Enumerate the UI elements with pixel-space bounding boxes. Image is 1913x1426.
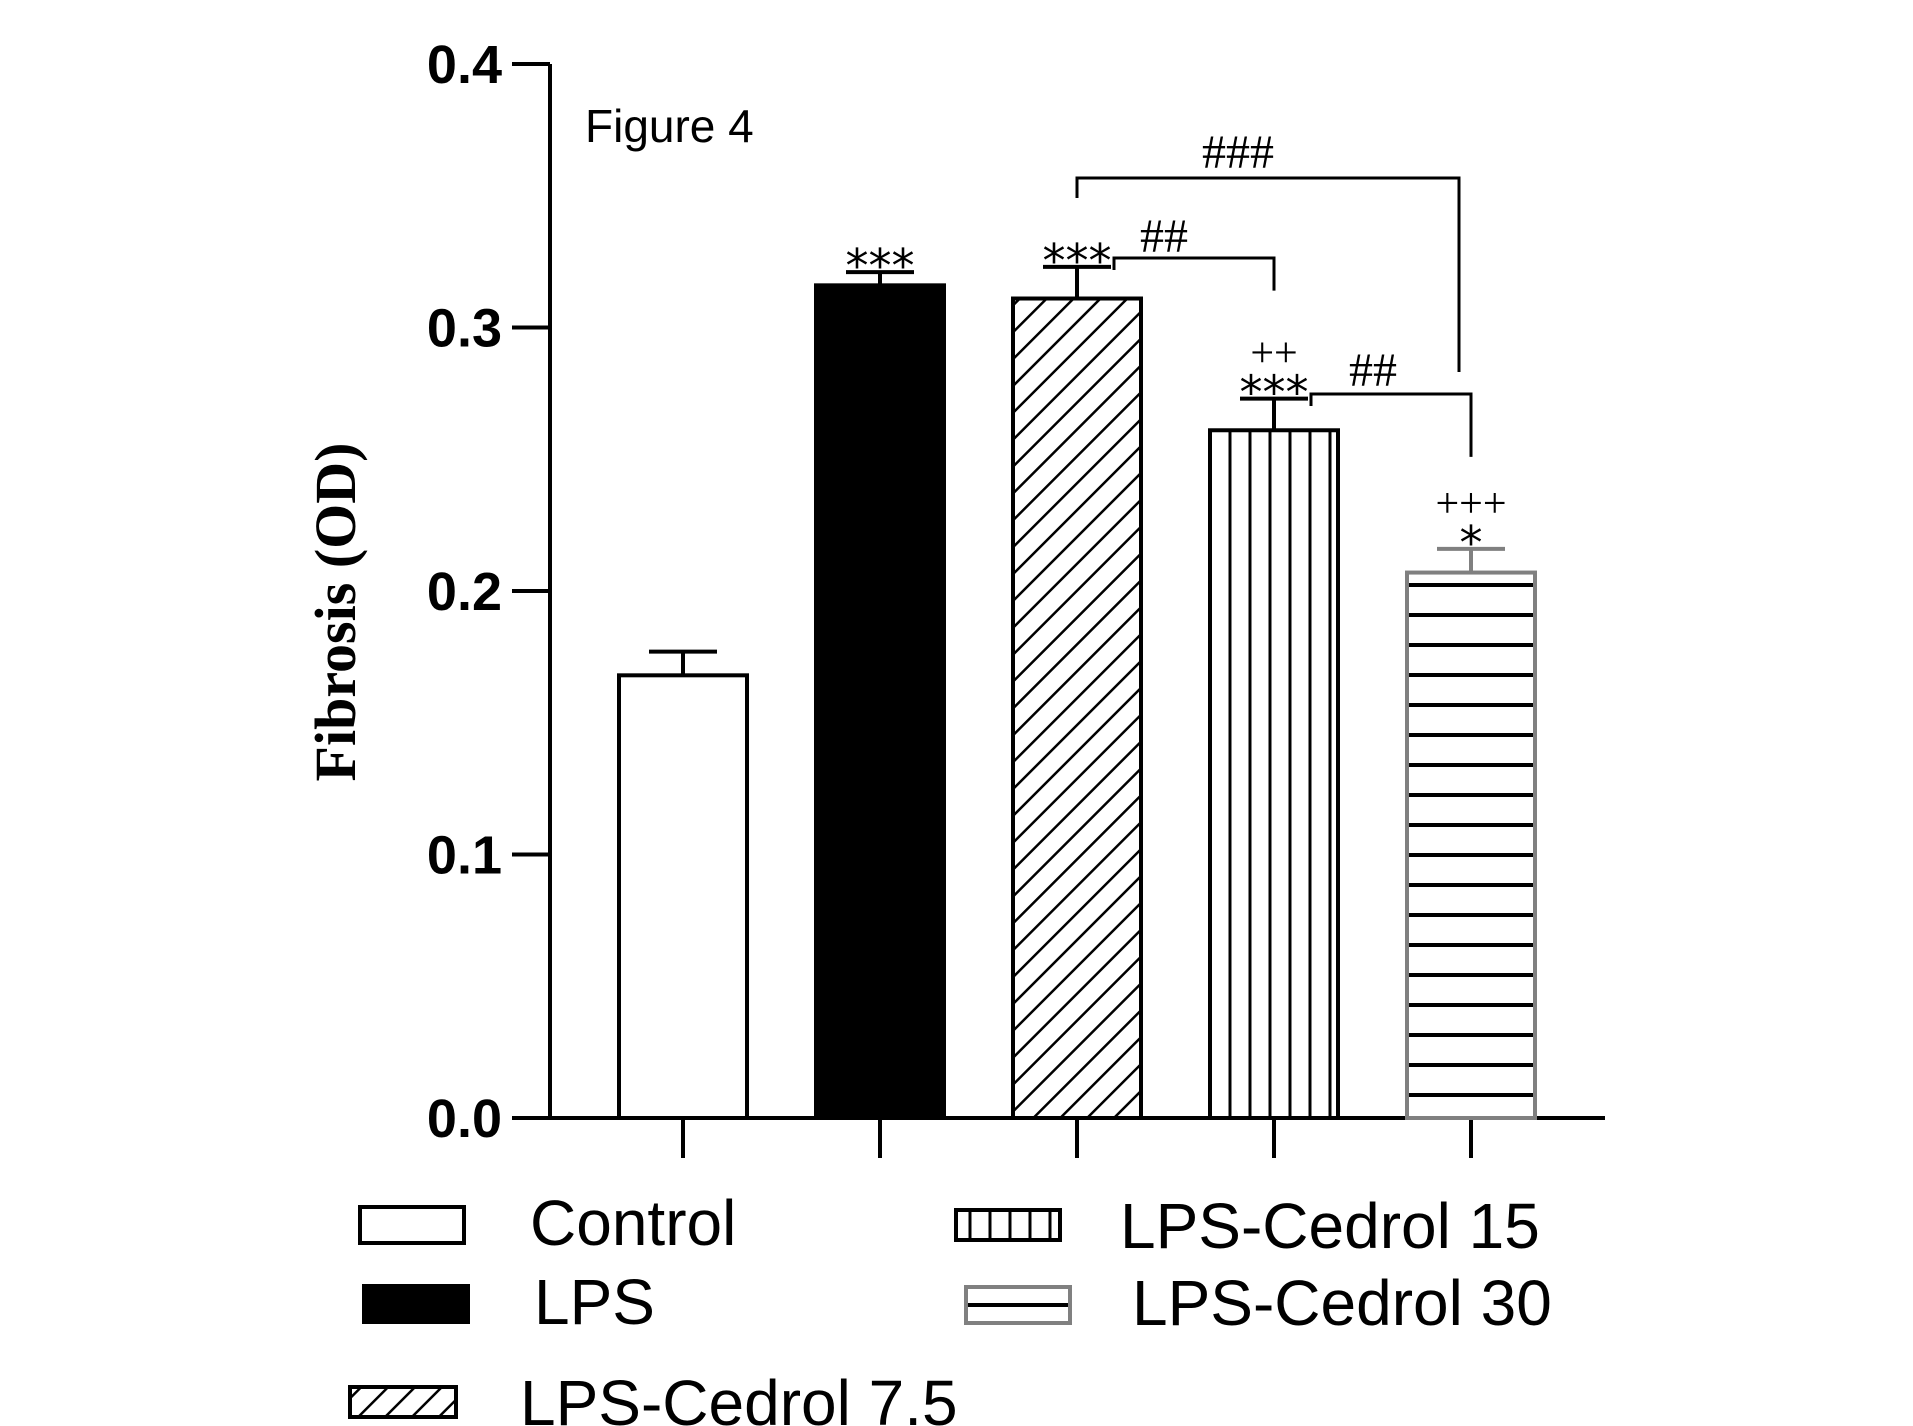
bars xyxy=(617,283,1537,1120)
significance-stars-5: * xyxy=(1460,516,1483,570)
significance-marks: *** ******++*+++ xyxy=(846,234,1507,570)
y-axis-label: Fibrosis (OD) xyxy=(303,443,368,782)
legend-label-4: LPS-Cedrol 15 xyxy=(1120,1190,1540,1262)
bracket-1-label: ## xyxy=(1140,210,1188,263)
significance-stars-3: *** xyxy=(1043,234,1112,288)
legend-label-3: LPS-Cedrol 7.5 xyxy=(520,1367,958,1426)
y-tick-label-3: 0.3 xyxy=(427,299,502,359)
y-tick-label-4: 0.4 xyxy=(427,35,502,95)
y-tick-label-0: 0.0 xyxy=(427,1089,502,1149)
bar-5 xyxy=(1405,570,1537,1120)
y-ticks: 0.0 0.1 0.2 0.3 0.4 xyxy=(427,35,550,1149)
legend-label-2: LPS xyxy=(534,1266,655,1338)
chart-title: Figure 4 xyxy=(585,100,754,152)
bracket-2-label: ## xyxy=(1349,344,1397,397)
bracket-3 xyxy=(1075,176,1461,372)
significance-stars-4: *** xyxy=(1240,366,1309,420)
legend-swatch-2 xyxy=(362,1284,470,1324)
legend-swatch-5 xyxy=(964,1285,1072,1325)
legend-label-1: Control xyxy=(530,1187,736,1259)
bar-4 xyxy=(1208,428,1340,1120)
y-tick-label-1: 0.1 xyxy=(427,826,502,886)
bar-3 xyxy=(1011,296,1143,1120)
bracket-3-label: ### xyxy=(1202,126,1274,179)
significance-plus-4: ++ xyxy=(1250,331,1297,377)
significance-stars-2: *** xyxy=(846,239,915,293)
legend-swatch-4 xyxy=(954,1208,1062,1242)
legend-label-5: LPS-Cedrol 30 xyxy=(1132,1267,1552,1339)
significance-plus-5: +++ xyxy=(1435,481,1506,527)
y-tick-label-2: 0.2 xyxy=(427,562,502,622)
legend-swatch-1 xyxy=(358,1205,466,1245)
legend-swatch-3 xyxy=(348,1385,458,1419)
bar-2 xyxy=(814,283,946,1120)
comparison-brackets: ####### xyxy=(1075,126,1473,457)
bracket-1 xyxy=(1112,256,1276,291)
error-bars xyxy=(649,264,1505,676)
bracket-2 xyxy=(1309,392,1473,457)
bar-1 xyxy=(617,673,749,1120)
